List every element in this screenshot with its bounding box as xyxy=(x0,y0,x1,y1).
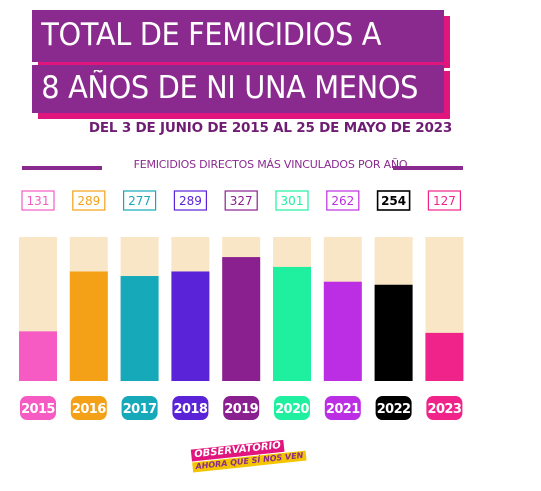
value-label-box xyxy=(224,190,258,211)
year-pill xyxy=(375,396,412,420)
bar-2017 xyxy=(120,276,159,381)
subtitle: DEL 3 DE JUNIO DE 2015 AL 25 DE MAYO DE … xyxy=(88,120,453,136)
bar-2018 xyxy=(171,271,210,381)
value-label: 301 xyxy=(281,194,304,208)
year-label: 2021 xyxy=(326,402,360,417)
value-label: 262 xyxy=(331,194,354,208)
year-pill xyxy=(70,396,107,420)
year-label: 2022 xyxy=(377,402,411,417)
value-label: 127 xyxy=(433,194,456,208)
value-label: 277 xyxy=(128,194,151,208)
title-line-1-box: TOTAL DE FEMICIDIOS A xyxy=(32,10,444,62)
bar-2021 xyxy=(323,281,362,381)
divider-right xyxy=(393,166,463,170)
value-label-box xyxy=(275,190,309,211)
value-label: 289 xyxy=(179,194,202,208)
value-label-box xyxy=(326,190,360,211)
year-label: 2015 xyxy=(21,402,55,417)
bar-2020 xyxy=(273,266,311,381)
year-pill xyxy=(223,396,260,420)
year-label: 2016 xyxy=(72,402,106,417)
year-pill xyxy=(324,396,361,420)
value-label-box xyxy=(21,190,55,211)
year-label: 2019 xyxy=(224,402,258,417)
title-line-1: TOTAL DE FEMICIDIOS A xyxy=(41,17,382,53)
value-label-box xyxy=(173,190,207,211)
bar-2022 xyxy=(374,284,413,381)
section-label: FEMICIDIOS DIRECTOS MÁS VINCULADOS POR A… xyxy=(133,158,408,171)
title-line-2: 8 AÑOS DE NI UNA MENOS xyxy=(41,70,419,106)
divider-left xyxy=(22,166,102,170)
title-line-2-box: 8 AÑOS DE NI UNA MENOS xyxy=(32,65,444,113)
value-label-box xyxy=(376,190,411,211)
value-label: 254 xyxy=(381,194,406,208)
year-pill xyxy=(121,396,158,420)
year-label: 2023 xyxy=(428,402,462,417)
value-label-box xyxy=(427,190,461,211)
bar-2015 xyxy=(19,331,57,381)
bar-2016 xyxy=(69,271,108,381)
bar-2023 xyxy=(425,332,464,381)
value-label-box xyxy=(122,190,157,211)
value-label-box xyxy=(72,190,106,211)
year-label: 2017 xyxy=(123,402,157,417)
year-pill xyxy=(20,396,56,420)
year-label: 2020 xyxy=(275,402,309,417)
bar-2019 xyxy=(222,257,261,381)
year-label: 2018 xyxy=(174,402,208,417)
value-label: 327 xyxy=(230,194,253,208)
value-label: 289 xyxy=(77,194,100,208)
year-pill xyxy=(426,396,463,420)
year-pill xyxy=(274,396,310,420)
year-pill xyxy=(172,396,209,420)
value-label: 131 xyxy=(27,194,50,208)
